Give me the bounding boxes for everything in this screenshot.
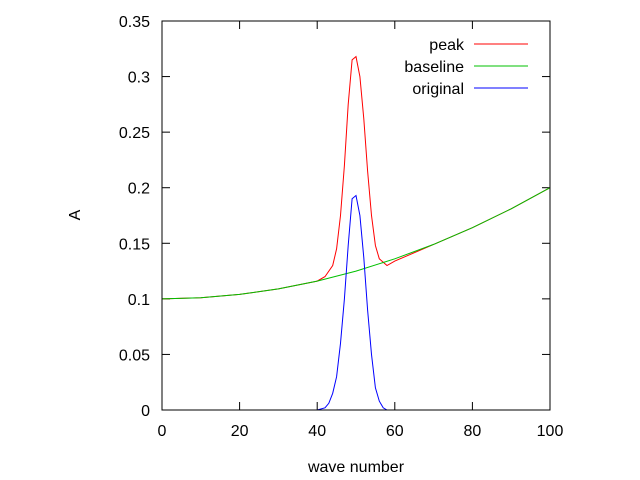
y-tick-label: 0.25 (119, 125, 150, 142)
x-tick-label: 80 (464, 423, 482, 440)
legend-label-original: original (412, 81, 464, 98)
y-axis-label: A (67, 209, 84, 220)
y-tick-label: 0.1 (128, 292, 150, 309)
series-layer (161, 55, 551, 411)
y-tick-label: 0.35 (119, 14, 150, 31)
series-line-baseline (161, 187, 551, 300)
x-tick-label: 20 (231, 423, 249, 440)
legend: peak baseline original (404, 37, 528, 98)
x-tick-label: 60 (386, 423, 404, 440)
series-line-original (162, 194, 550, 411)
x-tick-label: 40 (308, 423, 326, 440)
ticks-layer: 0 20 40 60 80 100 0 0.05 0.1 0.15 0.2 0.25 0.3 0.35 (119, 14, 564, 440)
legend-label-baseline: baseline (404, 59, 464, 76)
y-tick-label: 0.15 (119, 236, 150, 253)
y-tick-label: 0.3 (128, 70, 150, 87)
y-tick-label: 0.2 (128, 181, 150, 198)
y-tick-label: 0.05 (119, 347, 150, 364)
y-tick-label: 0 (141, 403, 150, 420)
legend-label-peak: peak (429, 37, 465, 54)
x-tick-label: 0 (158, 423, 167, 440)
plot-frame (161, 20, 551, 411)
x-axis-label: wave number (307, 459, 405, 476)
x-tick-label: 100 (537, 423, 564, 440)
